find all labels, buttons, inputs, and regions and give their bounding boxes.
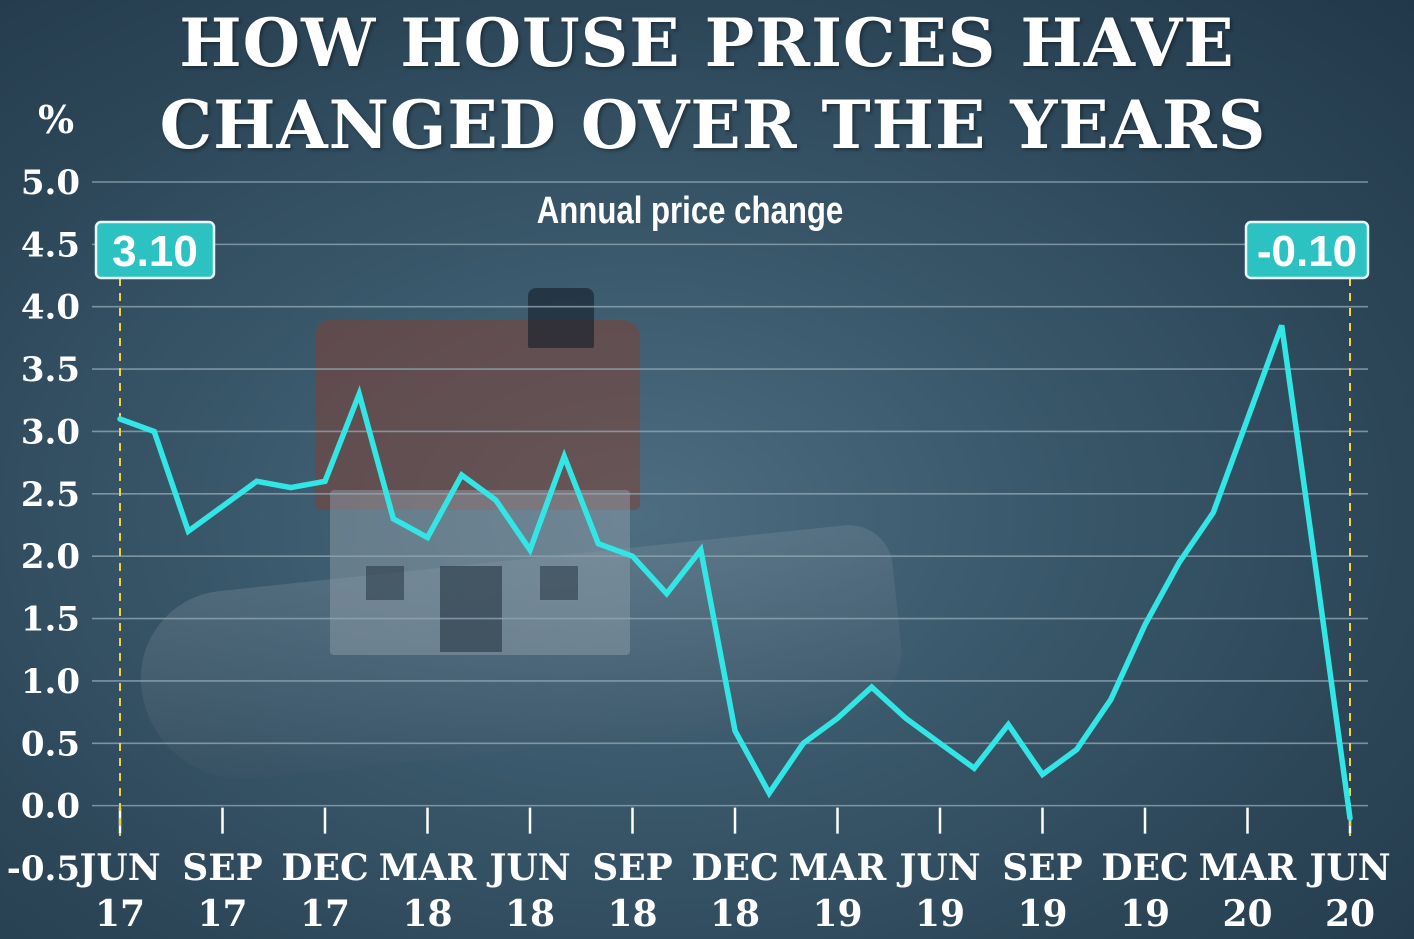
x-tick-label-year: 20	[1325, 893, 1375, 935]
chart-subtitle: Annual price change	[536, 190, 844, 232]
y-tick-label: 3.0	[21, 412, 80, 452]
callout-label: -0.10	[1257, 227, 1357, 276]
y-tick-label: 0.0	[21, 787, 80, 827]
x-tick-label-month: MAR	[789, 847, 888, 889]
x-tick-label-month: DEC	[691, 847, 778, 889]
y-tick-label: 3.5	[21, 350, 80, 390]
chart-title-line1: HOW HOUSE PRICES HAVE	[179, 4, 1235, 82]
x-tick-label-year: 18	[710, 893, 760, 935]
x-tick-label-year: 19	[1017, 893, 1067, 935]
background-house-door	[440, 566, 502, 652]
chart-title-line2: CHANGED OVER THE YEARS	[159, 86, 1267, 164]
x-tick-label-year: 18	[505, 893, 555, 935]
callout-box	[1244, 220, 1370, 280]
x-tick-label-year: 19	[812, 893, 862, 935]
x-tick-label-year: 19	[1120, 893, 1170, 935]
background-house-window	[540, 566, 578, 600]
y-tick-label: 0.5	[21, 724, 80, 764]
y-tick-label: 4.0	[21, 288, 80, 328]
x-tick-label-month: MAR	[1199, 847, 1298, 889]
y-tick-label: 4.5	[21, 225, 80, 265]
x-tick-label-month: JUN	[1306, 847, 1390, 889]
x-tick-label-month: SEP	[1002, 847, 1083, 889]
background-house-chimney	[528, 288, 594, 348]
x-tick-label-year: 20	[1222, 893, 1272, 935]
x-tick-label-year: 19	[915, 893, 965, 935]
x-tick-label-month: JUN	[76, 847, 160, 889]
y-tick-label: 2.0	[21, 537, 80, 577]
background-house-roof	[315, 320, 640, 510]
x-tick-label-year: 18	[607, 893, 657, 935]
x-tick-label-year: 17	[300, 893, 350, 935]
x-tick-label-year: 17	[197, 893, 247, 935]
background-house-window	[366, 566, 404, 600]
y-tick-label: -0.5	[7, 849, 80, 889]
x-tick-label-month: DEC	[1101, 847, 1188, 889]
callout-label: 3.10	[112, 227, 198, 276]
y-tick-label: 5.0	[21, 163, 80, 203]
x-tick-label-month: SEP	[592, 847, 673, 889]
x-tick-label-year: 18	[402, 893, 452, 935]
x-tick-label-month: JUN	[486, 847, 570, 889]
y-tick-label: 1.5	[21, 600, 80, 640]
x-tick-label-month: DEC	[281, 847, 368, 889]
callout-box	[94, 220, 216, 280]
x-tick-label-month: JUN	[896, 847, 980, 889]
series-line	[117, 324, 1353, 821]
x-tick-label-month: MAR	[379, 847, 478, 889]
x-tick-label-year: 17	[95, 893, 145, 935]
y-tick-label: 1.0	[21, 662, 80, 702]
x-tick-label-month: SEP	[182, 847, 263, 889]
y-tick-label: 2.5	[21, 475, 80, 515]
y-axis-unit-label: %	[38, 97, 74, 142]
